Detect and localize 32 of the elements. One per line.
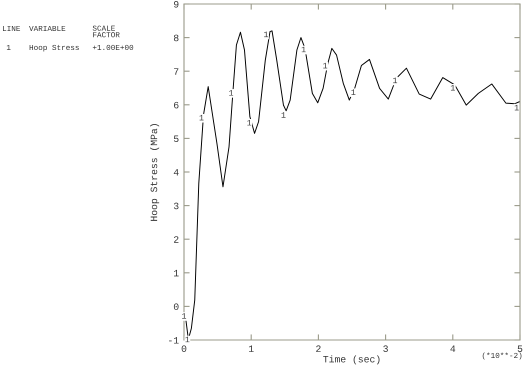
x-tick-label: 5 [518,346,522,352]
y-tick-label: 7 [174,68,178,75]
annotation: 1 [450,85,455,90]
x-tick-label: 1 [248,346,254,352]
annotation: 1 [185,336,190,342]
annotation: 1 [182,313,186,319]
annotation: 1 [282,112,286,118]
y-axis-title: Hoop Stress (MPa) [150,124,160,221]
y-tick-label: 1 [174,270,179,276]
x-axis-title: Time (sec) [323,355,380,364]
x-tick-label: 3 [383,345,388,352]
y-tick-label: 0 [174,303,179,310]
annotation: 1 [302,46,306,52]
annotation: 1 [200,114,204,120]
annotation: 1 [393,78,398,84]
annotation: 1 [229,90,234,96]
y-tick-label: 8 [174,34,178,42]
y-tick-label: 6 [174,102,179,108]
y-tick-label: -1 [169,337,179,344]
y-tick-label: 4 [174,169,179,176]
x-tick-label: 2 [316,345,321,352]
y-tick-label: 5 [174,136,179,142]
annotation: 1 [514,104,519,110]
x-tick-label: 4 [450,346,456,352]
y-tick-label: 3 [174,202,179,210]
y-tick-label: 9 [174,1,178,8]
annotation: 1 [264,32,268,38]
x-tick-label: 0 [182,345,186,352]
annotation: 1 [351,89,356,95]
annotation: 1 [247,120,252,126]
y-tick-label: 2 [174,236,178,243]
annotation: 1 [323,62,328,68]
